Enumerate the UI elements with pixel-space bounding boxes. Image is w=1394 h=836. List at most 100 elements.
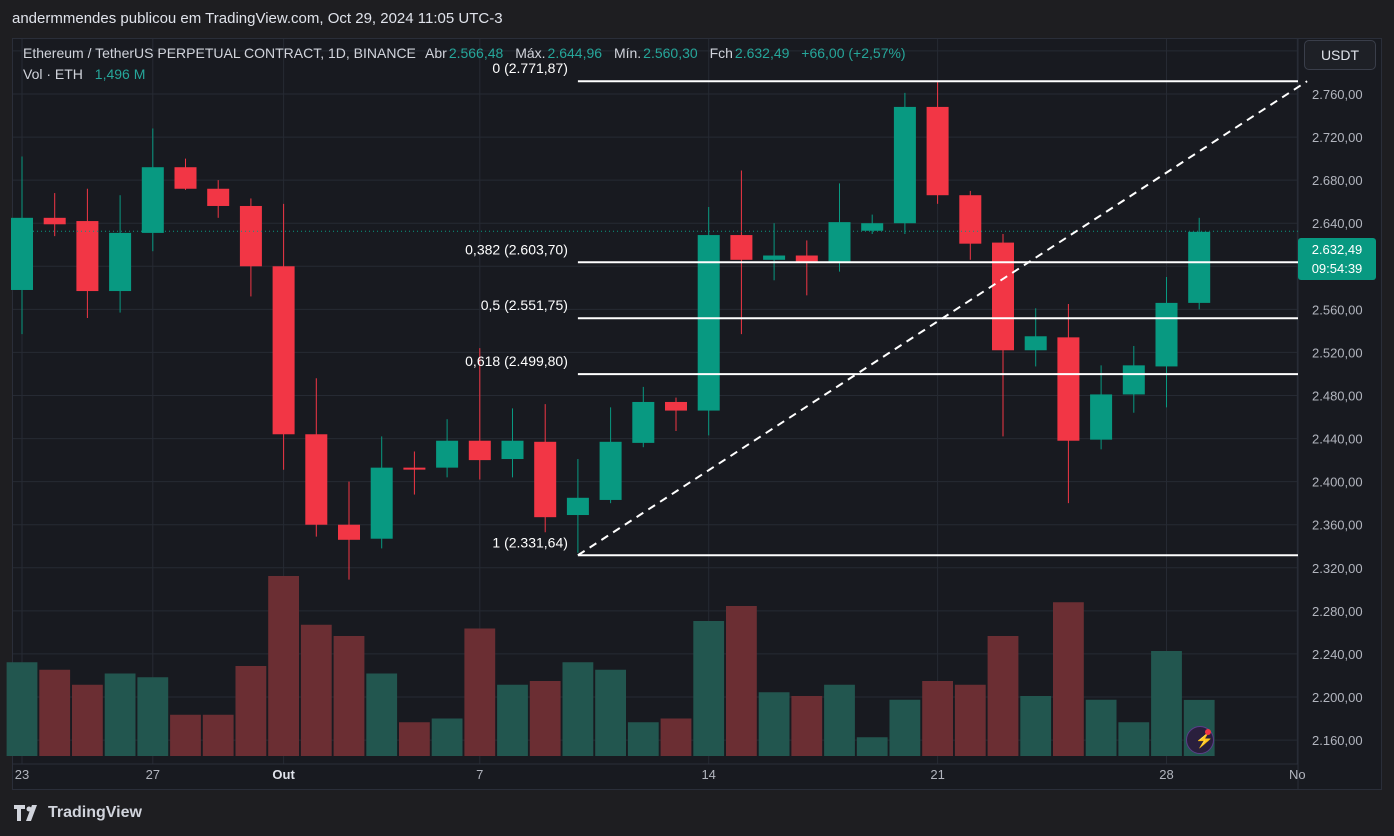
- candle-body: [730, 235, 753, 260]
- volume-bar: [726, 606, 757, 756]
- bar-countdown: 09:54:39: [1311, 261, 1363, 276]
- publisher-caption: andermmendes publicou em TradingView.com…: [12, 10, 503, 27]
- last-price-tag: 2.632,49 09:54:39: [1298, 238, 1376, 280]
- candle-body: [1122, 365, 1145, 395]
- x-tick-label: No: [1289, 767, 1306, 782]
- volume-bar: [595, 669, 626, 756]
- volume-bar: [954, 684, 986, 756]
- y-tick-label: 2.440,00: [1312, 432, 1363, 447]
- tradingview-icon: [14, 805, 37, 821]
- change-value: +66,00 (+2,57%): [801, 45, 906, 61]
- candle-body: [1155, 302, 1178, 367]
- volume-bar: [268, 576, 299, 756]
- volume-bar: [170, 714, 201, 756]
- x-tick-label: 21: [930, 767, 944, 782]
- low-value: 2.560,30: [643, 45, 698, 61]
- notification-dot: [1205, 729, 1211, 735]
- volume-bar: [333, 636, 365, 756]
- fib-level-label: 0,5 (2.551,75): [481, 297, 568, 313]
- volume-bar: [791, 696, 823, 756]
- candle-body: [697, 235, 720, 411]
- volume-bar: [856, 737, 888, 756]
- symbol-title[interactable]: Ethereum / TetherUS PERPETUAL CONTRACT, …: [23, 45, 416, 61]
- volume-bar: [627, 722, 659, 756]
- bolt-glyph: ⚡: [1195, 732, 1214, 749]
- y-tick-label: 2.400,00: [1312, 475, 1363, 490]
- y-tick-label: 2.360,00: [1312, 518, 1363, 533]
- currency-button[interactable]: USDT: [1304, 40, 1376, 70]
- candle-body: [1090, 394, 1113, 440]
- candle-body: [1024, 336, 1047, 351]
- volume-bar: [72, 684, 103, 756]
- candle-body: [43, 217, 66, 225]
- lightning-icon[interactable]: ⚡: [1186, 726, 1214, 754]
- volume-bar: [235, 666, 267, 756]
- candle-body: [926, 106, 949, 196]
- volume-bar: [889, 699, 921, 756]
- candle-body: [566, 497, 589, 516]
- volume-bar: [1118, 722, 1150, 756]
- high-label: Máx.: [515, 45, 546, 61]
- volume-bar: [137, 677, 169, 756]
- volume-bar: [693, 621, 725, 756]
- volume-bar: [758, 692, 790, 756]
- candle-body: [992, 242, 1014, 351]
- candle-body: [403, 467, 426, 470]
- y-tick-label: 2.560,00: [1312, 302, 1363, 317]
- y-tick-label: 2.320,00: [1312, 561, 1363, 576]
- candle-body: [305, 434, 328, 525]
- tradingview-logo[interactable]: TradingView: [14, 804, 142, 822]
- volume-bar: [1085, 699, 1117, 756]
- volume-bar: [562, 662, 594, 756]
- candle-body: [109, 232, 132, 292]
- candle-body: [501, 440, 524, 460]
- fib-level-label: 0,618 (2.499,80): [465, 353, 568, 369]
- volume-label: Vol · ETH: [23, 66, 83, 82]
- y-tick-label: 2.240,00: [1312, 647, 1363, 662]
- volume-bar: [987, 636, 1019, 756]
- last-price-value: 2.632,49: [1311, 242, 1363, 257]
- candle-body: [893, 106, 916, 224]
- fib-level-label: 0 (2.771,87): [492, 60, 568, 76]
- volume-bar: [497, 684, 528, 756]
- volume-bar: [39, 669, 71, 756]
- y-tick-label: 2.480,00: [1312, 389, 1363, 404]
- candle-body: [174, 167, 197, 189]
- candle-body: [338, 524, 360, 540]
- x-tick-label: 7: [476, 767, 483, 782]
- y-tick-label: 2.680,00: [1312, 173, 1363, 188]
- candle-body: [141, 167, 164, 233]
- volume-bar: [464, 628, 496, 756]
- volume-bar: [6, 662, 38, 756]
- volume-bar: [529, 681, 561, 756]
- candle-body: [959, 195, 982, 244]
- y-tick-label: 2.200,00: [1312, 690, 1363, 705]
- y-tick-label: 2.720,00: [1312, 130, 1363, 145]
- volume-bar: [1020, 696, 1052, 756]
- x-tick-label: Out: [272, 767, 295, 782]
- candle-body: [763, 255, 786, 260]
- close-value: 2.632,49: [734, 45, 790, 61]
- open-label: Abr: [425, 45, 447, 61]
- y-tick-label: 2.640,00: [1312, 216, 1363, 231]
- candle-body: [370, 467, 393, 539]
- volume-bar: [104, 673, 136, 756]
- x-tick-label: 27: [146, 767, 160, 782]
- candle-body: [1188, 231, 1211, 303]
- volume-bar: [1053, 602, 1084, 756]
- y-tick-label: 2.280,00: [1312, 604, 1363, 619]
- x-tick-label: 28: [1159, 767, 1173, 782]
- open-value: 2.566,48: [448, 45, 504, 61]
- low-label: Mín.: [613, 45, 642, 61]
- candle-body: [468, 440, 491, 461]
- high-value: 2.644,96: [547, 45, 603, 61]
- volume-legend[interactable]: Vol · ETH 1,496 M: [23, 66, 153, 82]
- candle-body: [534, 441, 557, 518]
- candle-body: [795, 255, 818, 262]
- volume-bar: [399, 722, 430, 756]
- candle-body: [239, 205, 262, 267]
- volume-bar: [202, 714, 234, 756]
- y-tick-label: 2.520,00: [1312, 345, 1363, 360]
- candle-body: [861, 223, 884, 231]
